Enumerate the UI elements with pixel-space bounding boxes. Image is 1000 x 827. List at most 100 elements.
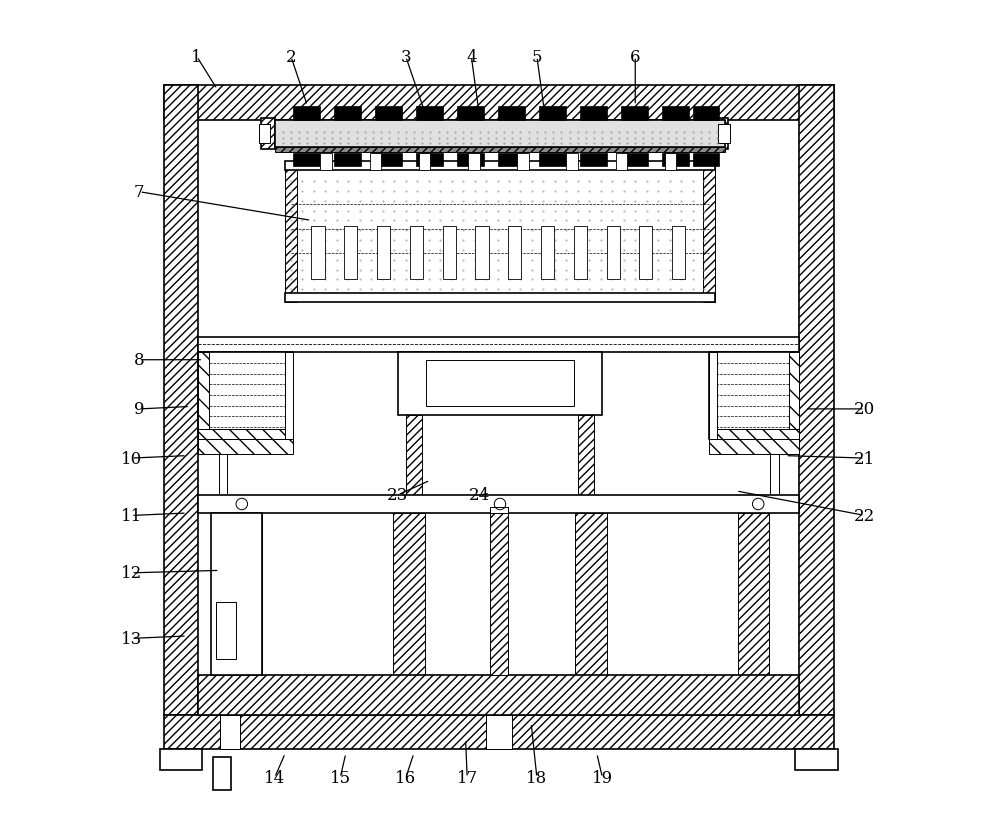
Bar [662, 154, 689, 167]
Bar [621, 108, 648, 121]
Text: 24: 24 [469, 487, 490, 504]
Bar [275, 121, 725, 147]
Text: 10: 10 [121, 450, 142, 467]
Bar [285, 352, 293, 440]
Text: 12: 12 [121, 565, 142, 581]
Bar [616, 154, 627, 171]
Bar [475, 227, 489, 280]
Bar [580, 154, 607, 167]
Bar [198, 495, 799, 514]
Bar [498, 154, 525, 167]
Bar [789, 352, 799, 440]
Text: 20: 20 [854, 401, 875, 418]
Bar [580, 108, 607, 121]
Bar [160, 749, 202, 770]
Bar [426, 361, 574, 407]
Bar [468, 154, 480, 171]
Bar [311, 227, 325, 280]
Text: 14: 14 [264, 769, 285, 786]
Bar [709, 352, 799, 440]
Bar [566, 154, 578, 171]
Bar [508, 227, 521, 280]
Bar [490, 508, 508, 518]
Text: 9: 9 [134, 401, 145, 418]
Bar [213, 758, 231, 790]
Text: 3: 3 [400, 49, 411, 66]
Text: 15: 15 [330, 769, 351, 786]
Bar [662, 108, 689, 121]
Bar [703, 161, 715, 303]
Bar [718, 126, 730, 143]
Bar [370, 154, 381, 171]
Bar [375, 154, 402, 167]
Text: 19: 19 [592, 769, 613, 786]
Bar [259, 126, 270, 143]
Bar [220, 715, 240, 749]
Bar [578, 415, 594, 514]
Text: 17: 17 [457, 769, 478, 786]
Bar [198, 352, 209, 440]
Bar [665, 154, 676, 171]
Bar [416, 108, 443, 121]
Bar [799, 86, 834, 715]
Bar [231, 514, 262, 715]
Bar [490, 514, 508, 676]
Bar [709, 352, 717, 440]
Bar [285, 161, 297, 303]
Bar [539, 154, 566, 167]
Bar [275, 147, 725, 153]
Bar [713, 119, 728, 150]
Bar [672, 227, 685, 280]
Text: 7: 7 [134, 184, 145, 201]
Bar [198, 352, 293, 440]
Bar [575, 514, 607, 715]
Text: 11: 11 [121, 507, 142, 524]
Bar [334, 154, 361, 167]
Bar [738, 514, 769, 715]
Bar [443, 227, 456, 280]
Bar [541, 227, 554, 280]
Text: 13: 13 [121, 630, 142, 647]
Bar [164, 86, 198, 715]
Bar [457, 154, 484, 167]
Text: 18: 18 [526, 769, 548, 786]
Bar [607, 227, 620, 280]
Text: 1: 1 [191, 49, 202, 66]
Bar [693, 108, 719, 121]
Bar [799, 749, 834, 766]
Bar [198, 676, 799, 715]
Bar [406, 415, 422, 514]
Text: 5: 5 [532, 49, 542, 66]
Bar [285, 161, 715, 171]
Text: 22: 22 [854, 507, 875, 524]
Bar [517, 154, 529, 171]
Bar [211, 514, 262, 676]
Bar [398, 352, 602, 415]
Bar [334, 108, 361, 121]
Text: 21: 21 [854, 450, 875, 467]
Bar [393, 514, 425, 715]
Bar [293, 154, 320, 167]
Bar [539, 108, 566, 121]
Bar [693, 154, 719, 167]
Bar [709, 429, 799, 440]
Bar [410, 227, 423, 280]
Text: 4: 4 [466, 49, 477, 66]
Text: 2: 2 [286, 49, 296, 66]
Text: 8: 8 [134, 351, 145, 369]
Bar [164, 749, 198, 766]
Bar [795, 749, 838, 770]
Text: 6: 6 [630, 49, 640, 66]
Bar [416, 154, 443, 167]
Bar [419, 154, 430, 171]
Bar [377, 227, 390, 280]
Bar [344, 227, 357, 280]
Bar [486, 715, 512, 749]
Bar [261, 119, 275, 150]
Bar [498, 108, 525, 121]
Bar [198, 429, 293, 440]
Bar [164, 715, 834, 749]
Bar [375, 108, 402, 121]
Bar [198, 337, 799, 352]
Bar [285, 293, 715, 303]
